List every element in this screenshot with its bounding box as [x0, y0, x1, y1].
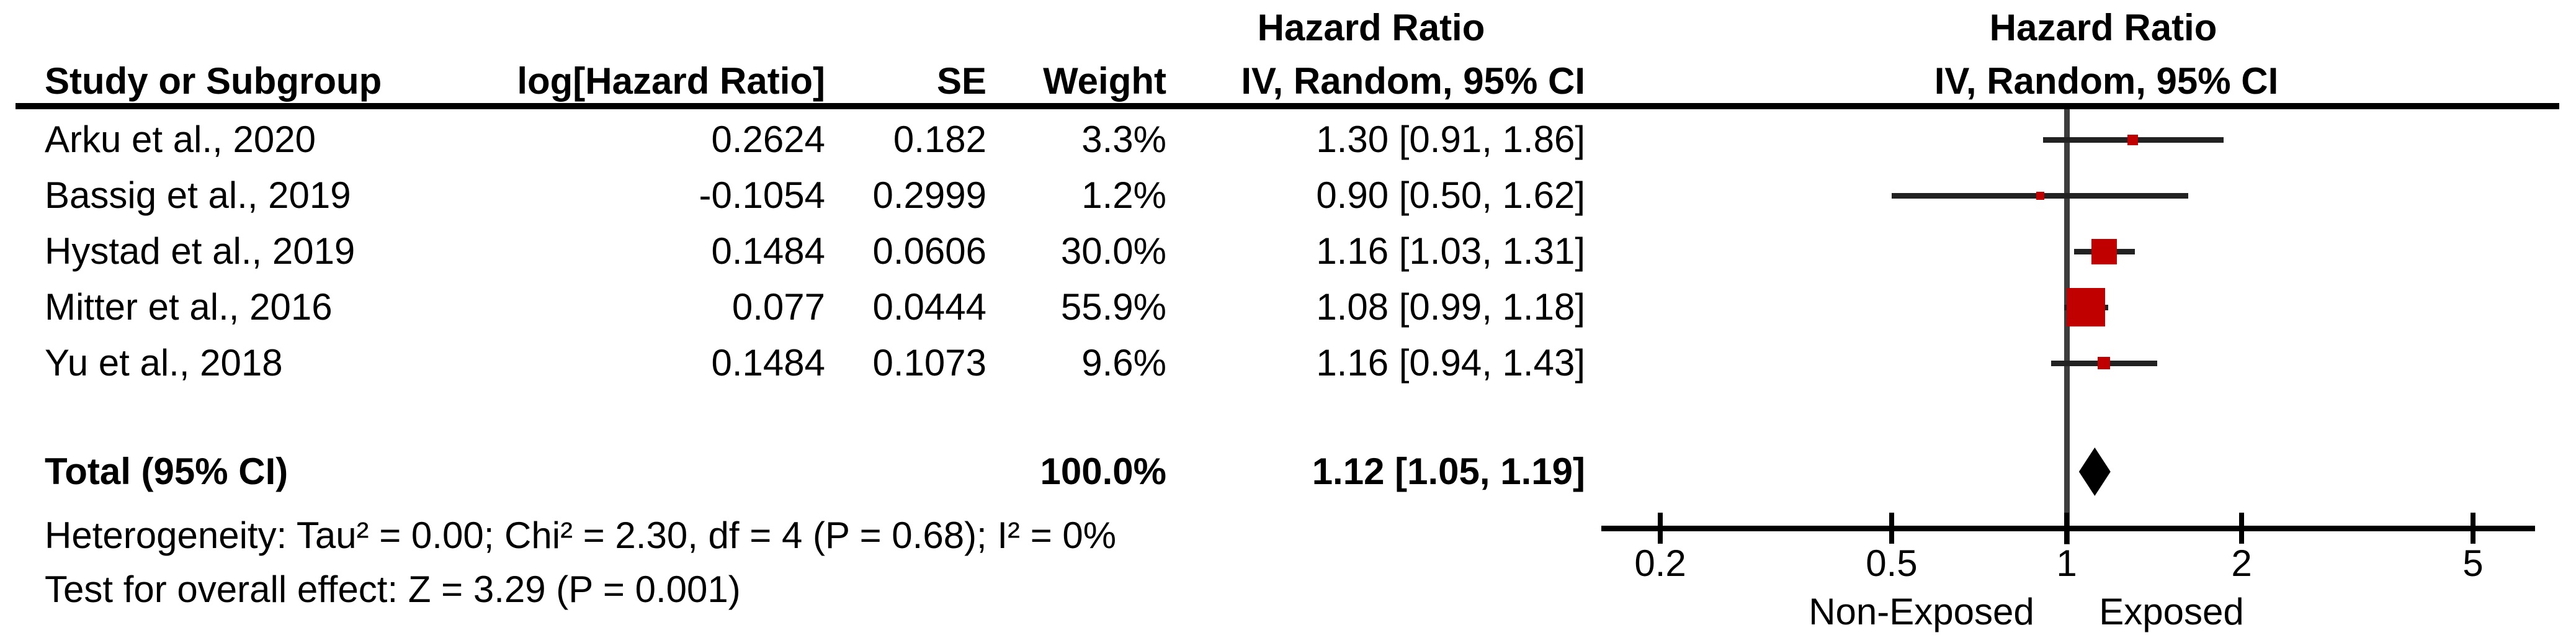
log-hr-value: 0.1484 [711, 230, 825, 272]
study-name: Bassig et al., 2019 [45, 174, 351, 216]
axis-label-non-exposed: Non-Exposed [1809, 591, 2034, 632]
heterogeneity-text: Heterogeneity: Tau² = 0.00; Chi² = 2.30,… [45, 515, 1117, 556]
ci-value: 0.90 [0.50, 1.62] [1316, 174, 1585, 216]
se-value: 0.2999 [872, 174, 986, 216]
column-header-weight: Weight [1043, 60, 1166, 102]
plot-header-ci: IV, Random, 95% CI [1934, 60, 2279, 102]
total-ci: 1.12 [1.05, 1.19] [1312, 451, 1585, 492]
study-point-marker [2091, 238, 2117, 264]
column-header-se: SE [936, 60, 986, 102]
study-point-marker [2127, 134, 2139, 145]
total-label: Total (95% CI) [45, 451, 288, 492]
study-name: Yu et al., 2018 [45, 342, 283, 384]
table-header-hazard-ratio: Hazard Ratio [1257, 7, 1485, 48]
total-diamond [2078, 447, 2111, 496]
se-value: 0.1073 [872, 342, 986, 384]
x-axis-tick-label: 2 [2231, 542, 2252, 584]
log-hr-value: 0.1484 [711, 342, 825, 384]
overall-effect-text: Test for overall effect: Z = 3.29 (P = 0… [45, 569, 741, 610]
ci-value: 1.30 [0.91, 1.86] [1316, 119, 1585, 160]
total-weight: 100.0% [1040, 451, 1167, 492]
plot-header-hazard-ratio: Hazard Ratio [1989, 7, 2217, 48]
column-header-study: Study or Subgroup [45, 60, 382, 102]
x-axis-tick [1658, 513, 1663, 544]
header-separator-line [16, 103, 2559, 109]
x-axis-tick [2470, 513, 2475, 544]
ci-value: 1.16 [1.03, 1.31] [1316, 230, 1585, 272]
log-hr-value: 0.2624 [711, 119, 825, 160]
column-header-log-hazard-ratio: log[Hazard Ratio] [517, 60, 825, 102]
x-axis-tick [1889, 513, 1894, 544]
column-header-ci: IV, Random, 95% CI [1241, 60, 1585, 102]
x-axis-tick-label: 0.5 [1866, 542, 1918, 584]
study-name: Arku et al., 2020 [45, 119, 316, 160]
weight-value: 30.0% [1060, 230, 1166, 272]
no-effect-line [2064, 109, 2070, 544]
weight-value: 55.9% [1060, 286, 1166, 328]
axis-label-exposed: Exposed [2099, 591, 2244, 632]
se-value: 0.0444 [872, 286, 986, 328]
weight-value: 1.2% [1081, 174, 1166, 216]
x-axis-tick-label: 5 [2462, 542, 2484, 584]
ci-value: 1.16 [0.94, 1.43] [1316, 342, 1585, 384]
x-axis-tick-label: 0.2 [1634, 542, 1686, 584]
se-value: 0.0606 [872, 230, 986, 272]
x-axis-tick-label: 1 [2056, 542, 2077, 584]
study-point-marker [2067, 288, 2106, 326]
se-value: 0.182 [893, 119, 986, 160]
ci-value: 1.08 [0.99, 1.18] [1316, 286, 1585, 328]
weight-value: 3.3% [1081, 119, 1166, 160]
study-point-marker [2098, 357, 2111, 369]
weight-value: 9.6% [1081, 342, 1166, 384]
log-hr-value: 0.077 [731, 286, 825, 328]
study-point-marker [2036, 191, 2044, 200]
study-name: Hystad et al., 2019 [45, 230, 356, 272]
x-axis-tick [2239, 513, 2245, 544]
study-name: Mitter et al., 2016 [45, 286, 333, 328]
x-axis-tick [2064, 513, 2069, 544]
log-hr-value: -0.1054 [699, 174, 826, 216]
